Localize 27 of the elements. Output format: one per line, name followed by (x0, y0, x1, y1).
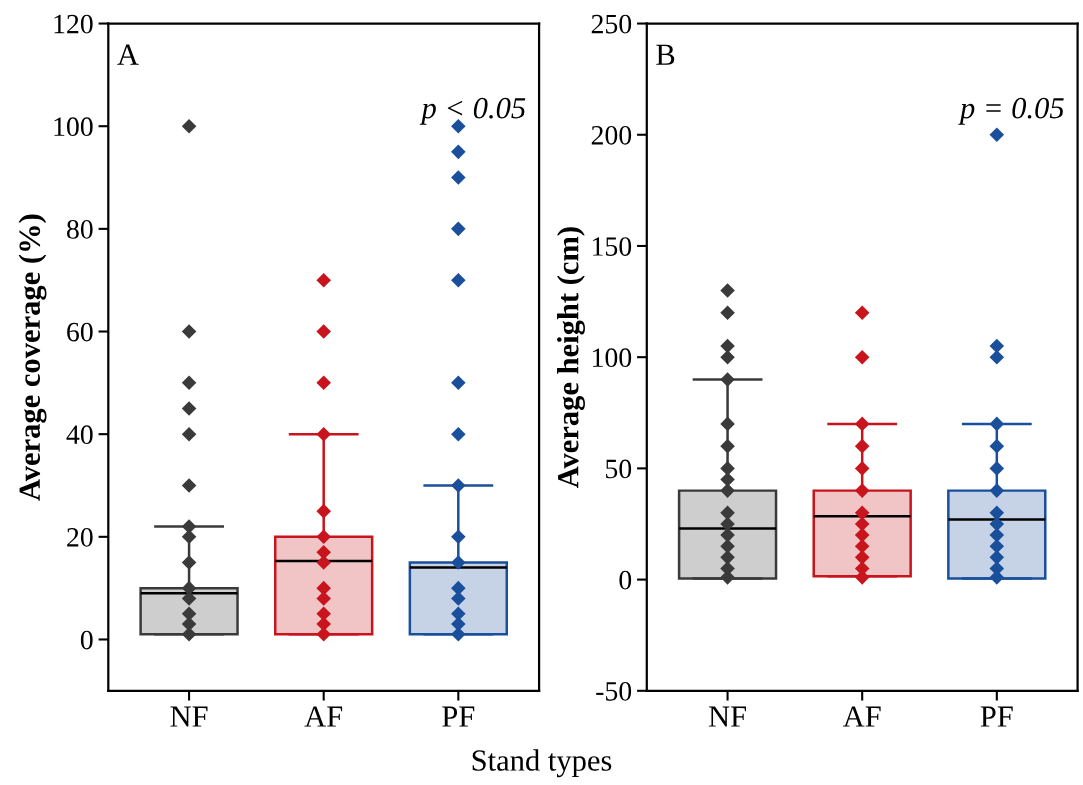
x-tick-label: PF (442, 706, 475, 727)
x-tick-label: AF (304, 706, 343, 727)
x-tick-label: AF (842, 706, 881, 727)
x-axis-title: Stand types (472, 749, 612, 778)
y-tick-label: -50 (596, 681, 632, 701)
y-tick-label: 120 (54, 14, 93, 34)
y-tick-label: 150 (592, 237, 632, 256)
x-tick-label: NF (170, 706, 208, 727)
y-tick-label: 60 (67, 322, 93, 342)
x-tick-label: NF (708, 706, 746, 727)
y-tick-label: 100 (592, 348, 632, 368)
annotation: p = 0.05 (958, 97, 1064, 125)
y-axis-title: Average coverage (%) (18, 214, 47, 501)
y-tick-label: 250 (591, 14, 632, 34)
y-tick-label: 20 (67, 527, 93, 547)
y-tick-label: 40 (66, 425, 93, 445)
annotation: A (117, 44, 139, 65)
y-axis-title: Average height (cm) (557, 227, 585, 489)
annotation: B (656, 44, 675, 65)
x-tick-label: PF (980, 706, 1013, 727)
y-tick-label: 80 (67, 220, 93, 239)
annotation: p < 0.05 (419, 97, 526, 125)
y-tick-label: 0 (619, 570, 632, 590)
y-tick-label: 100 (54, 117, 93, 137)
y-tick-label: 50 (606, 459, 632, 479)
y-tick-label: 200 (591, 125, 632, 145)
y-tick-label: 0 (80, 630, 93, 650)
